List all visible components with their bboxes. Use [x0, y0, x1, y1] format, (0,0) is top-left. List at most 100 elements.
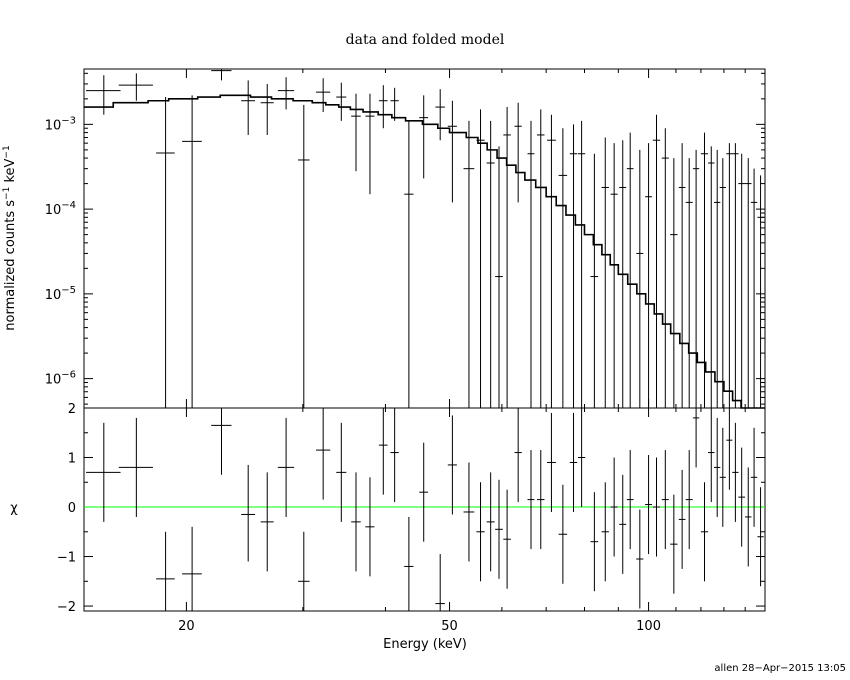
data-point: [619, 140, 627, 408]
data-point: [447, 100, 457, 203]
residual-point: [714, 417, 721, 517]
chart-title: data and folded model: [346, 32, 505, 48]
residual-panel-frame: [83, 407, 766, 612]
residual-point: [726, 408, 733, 490]
y-tick-label: 10−5: [45, 285, 76, 303]
residual-point: [336, 422, 347, 522]
data-point: [661, 128, 669, 408]
residual-point: [351, 472, 361, 572]
residual-point: [435, 554, 445, 611]
residual-point: [750, 427, 758, 527]
data-point: [503, 107, 511, 408]
residual-point: [365, 477, 375, 577]
data-point: [241, 80, 256, 135]
chi-tick-label: −1: [57, 551, 76, 566]
data-point: [569, 124, 578, 408]
residual-point: [514, 408, 522, 503]
residual-point: [486, 472, 495, 572]
data-point: [601, 137, 609, 408]
residual-point: [419, 442, 429, 542]
residual-point: [601, 482, 609, 582]
residual-point: [626, 450, 634, 550]
data-point: [558, 128, 568, 408]
data-point: [463, 120, 475, 408]
chi-tick-label: 2: [68, 402, 76, 417]
data-point: [514, 102, 522, 203]
x-axis-label: Energy (keV): [383, 637, 467, 652]
spectrum-y-axis-label: normalized counts s−1 keV−1: [2, 145, 18, 330]
footer-timestamp: allen 28−Apr−2015 13:05: [714, 663, 846, 674]
residual-point: [277, 417, 295, 517]
spectrum-panel-frame: [83, 68, 766, 409]
y-tick-label: 10−3: [45, 115, 76, 133]
spectrum-x-ticks: [185, 69, 766, 408]
data-point: [495, 146, 503, 408]
residual-panel: −2 −1 0 1 2 20 50 100 χ Energy (keV): [10, 402, 766, 652]
x-tick-label: 100: [636, 619, 661, 634]
spectrum-data-points: [86, 69, 764, 408]
residual-data-points: [86, 408, 764, 611]
residual-point: [738, 447, 745, 547]
data-point: [527, 120, 535, 408]
residual-point: [536, 450, 545, 550]
data-point: [476, 109, 485, 408]
data-point: [678, 143, 686, 408]
data-point: [590, 153, 599, 408]
residual-point: [719, 427, 726, 527]
data-point: [685, 158, 693, 408]
folded-model-line: [84, 94, 765, 409]
folded-model-step: [84, 94, 765, 409]
data-point: [652, 114, 661, 408]
residual-x-ticks: 20 50 100: [178, 408, 766, 634]
residual-point: [546, 412, 556, 512]
data-point: [156, 97, 175, 408]
data-point: [626, 132, 634, 408]
data-point: [211, 69, 232, 81]
residual-point: [315, 408, 331, 500]
residual-point: [503, 489, 511, 589]
residual-point: [700, 482, 709, 582]
data-point: [645, 143, 652, 408]
x-tick-label: 20: [178, 619, 195, 634]
chi-tick-label: 1: [68, 452, 76, 467]
y-tick-label: 10−6: [45, 370, 76, 388]
residual-point: [636, 509, 644, 609]
data-point: [757, 175, 764, 408]
data-point: [298, 104, 310, 408]
residual-point: [558, 484, 568, 584]
data-point: [732, 143, 739, 408]
residual-point: [678, 469, 686, 569]
data-point: [714, 149, 721, 408]
residual-point: [670, 494, 678, 594]
residual-point: [390, 408, 399, 503]
residual-point: [685, 450, 693, 550]
data-point: [260, 83, 274, 135]
residual-point: [404, 516, 414, 611]
residual-point: [463, 462, 475, 562]
residual-y-axis-label: χ: [10, 501, 18, 516]
data-point: [419, 95, 429, 179]
data-point: [86, 75, 121, 115]
residual-point: [619, 474, 627, 574]
residual-point: [527, 450, 535, 550]
data-point: [670, 158, 678, 408]
residual-point: [476, 482, 485, 582]
residual-point: [569, 412, 578, 512]
data-point: [336, 82, 347, 121]
chi-tick-label: 0: [68, 501, 76, 516]
data-point: [536, 109, 545, 408]
data-point: [277, 77, 295, 110]
data-point: [719, 158, 726, 408]
residual-y-ticks: −2 −1 0 1 2: [57, 402, 765, 615]
residual-point: [378, 408, 388, 495]
data-point: [365, 93, 375, 195]
data-point: [692, 149, 700, 408]
data-point: [351, 93, 361, 172]
data-point: [404, 120, 414, 408]
data-point: [390, 87, 399, 121]
data-point: [700, 132, 709, 408]
residual-point: [495, 479, 503, 579]
data-point: [750, 168, 758, 408]
data-point: [708, 146, 715, 408]
